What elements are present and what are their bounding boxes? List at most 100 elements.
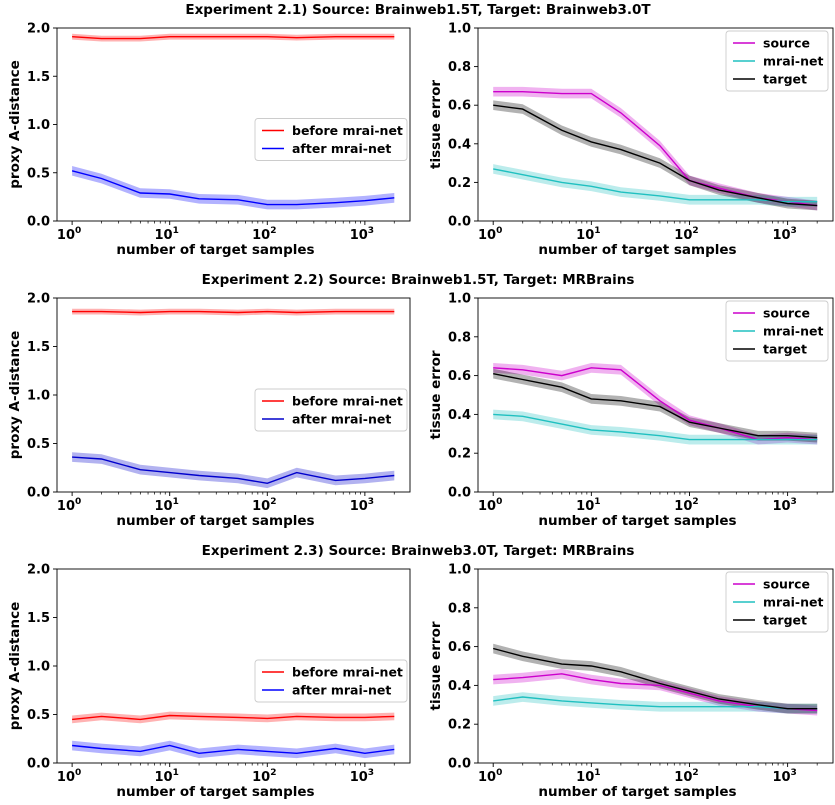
x-tick-base: 10 [57,499,75,514]
legend-label: before mrai-net [292,394,403,409]
x-tick-base: 10 [674,499,692,514]
x-tick-base: 10 [57,770,75,785]
x-tick-label: 103 [350,226,374,243]
x-tick-exponent: 0 [75,768,81,778]
y-tick-label: 0.8 [448,601,471,616]
series-line-1 [71,170,395,206]
x-tick-base: 10 [57,228,75,243]
x-tick-exponent: 1 [594,768,600,778]
legend-label: source [763,306,810,321]
legend-label: mrai-net [763,54,823,69]
legend-label: target [763,72,807,87]
x-tick-base: 10 [478,770,496,785]
x-axis-label: number of target samples [116,513,314,529]
x-axis-label: number of target samples [116,784,314,800]
legend-label: target [763,342,807,357]
y-tick-label: 1.0 [448,563,471,578]
chart-title: Experiment 2.1) Source: Brainweb1.5T, Ta… [185,2,651,18]
x-tick-label: 102 [252,226,276,243]
y-tick-label: 0.6 [448,369,471,384]
legend-label: source [763,577,810,592]
plot-frame [477,297,834,493]
x-axis-label: number of target samples [116,242,314,258]
series-line-0 [493,90,818,207]
x-tick-exponent: 2 [692,768,698,778]
x-tick-label: 100 [57,497,81,514]
y-axis-label: proxy A-distance [7,331,23,460]
legend: before mrai-net after mrai-net [254,118,408,161]
x-tick-base: 10 [155,499,173,514]
legend: source mrai-net target [725,30,829,92]
series-band-1 [493,164,818,207]
x-tick-base: 10 [674,770,692,785]
legend: source mrai-net target [725,571,829,633]
legend-label: target [763,613,807,628]
y-tick-label: 0.4 [448,679,471,694]
x-tick-exponent: 3 [791,497,797,507]
y-tick-label: 0.6 [448,640,471,655]
x-tick-base: 10 [252,499,270,514]
y-tick-label: 1.5 [27,611,50,626]
series-band-1 [493,692,818,714]
x-tick-label: 101 [155,497,179,514]
x-tick-exponent: 3 [368,497,374,507]
y-tick-label: 1.0 [448,292,471,307]
x-tick-exponent: 3 [368,768,374,778]
x-tick-base: 10 [576,228,594,243]
legend: before mrai-net after mrai-net [254,388,408,432]
legend-label: after mrai-net [292,683,391,698]
series-line-2 [493,647,818,710]
plot-frame [477,27,834,222]
legend-label: after mrai-net [292,141,391,156]
x-tick-label: 103 [350,497,374,514]
x-tick-base: 10 [155,228,173,243]
legend-label: mrai-net [763,595,823,610]
x-tick-exponent: 2 [692,497,698,507]
x-tick-base: 10 [576,499,594,514]
legend: before mrai-net after mrai-net [254,659,408,703]
legend-box [254,118,408,161]
x-tick-exponent: 1 [173,497,179,507]
legend-label: before mrai-net [292,665,403,680]
x-tick-base: 10 [674,228,692,243]
y-tick-label: 1.5 [27,70,50,85]
x-tick-exponent: 0 [496,768,502,778]
y-tick-label: 0.0 [448,215,471,230]
y-axis-label: proxy A-distance [7,60,23,189]
legend-label: after mrai-net [292,412,391,427]
x-tick-base: 10 [350,770,368,785]
x-tick-base: 10 [772,228,790,243]
x-tick-label: 101 [576,226,600,243]
series-line-2 [493,104,818,207]
plot-frame [477,568,834,764]
series-line-1 [493,413,818,441]
y-axis-label: tissue error [428,80,444,169]
y-tick-label: 0.5 [27,437,50,452]
y-tick-label: 0.0 [27,215,50,230]
x-tick-exponent: 3 [791,226,797,236]
x-tick-base: 10 [252,228,270,243]
series-line-0 [72,714,395,721]
legend-box [725,300,829,362]
x-tick-base: 10 [772,770,790,785]
series-band-1 [72,452,395,489]
x-tick-exponent: 0 [496,226,502,236]
series-line-1 [72,456,395,485]
x-axis-label: number of target samples [538,784,736,800]
x-tick-label: 101 [155,226,179,243]
x-tick-base: 10 [478,228,496,243]
x-tick-label: 101 [155,768,179,785]
y-tick-label: 0.6 [448,99,471,114]
x-tick-exponent: 3 [791,768,797,778]
x-tick-label: 103 [350,768,374,785]
y-axis-label: tissue error [428,621,444,710]
x-tick-exponent: 2 [270,768,276,778]
series-line-0 [72,310,395,314]
y-tick-label: 0.5 [27,166,50,181]
series-band-1 [493,409,818,445]
x-tick-exponent: 1 [173,768,179,778]
x-tick-base: 10 [772,499,790,514]
